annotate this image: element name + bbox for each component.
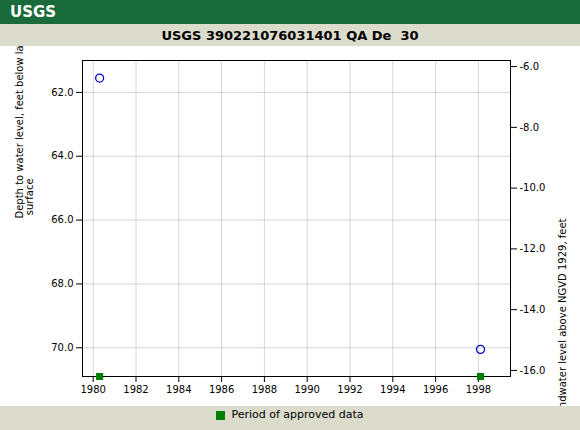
svg-text:64.0: 64.0 bbox=[51, 150, 73, 161]
svg-text:70.0: 70.0 bbox=[51, 342, 73, 353]
svg-text:1990: 1990 bbox=[294, 384, 319, 395]
svg-text:-16.0: -16.0 bbox=[520, 365, 546, 376]
svg-text:66.0: 66.0 bbox=[51, 214, 73, 225]
svg-text:1984: 1984 bbox=[166, 384, 191, 395]
html-text:Period of approved data: Period of approved data bbox=[231, 408, 364, 421]
svg-text:62.0: 62.0 bbox=[51, 87, 73, 98]
svg-text:Groundwater level above NGVD 1: Groundwater level above NGVD 1929, feet bbox=[557, 218, 568, 406]
svg-text:-14.0: -14.0 bbox=[520, 304, 546, 315]
svg-text:1980: 1980 bbox=[80, 384, 105, 395]
svg-text:68.0: 68.0 bbox=[51, 278, 73, 289]
svg-text:1992: 1992 bbox=[337, 384, 362, 395]
svg-text:1986: 1986 bbox=[209, 384, 234, 395]
html-text:USGS 390221076031401 QA De 30: USGS 390221076031401 QA De 30 bbox=[161, 28, 419, 43]
svg-text:Depth to water level, feet bel: Depth to water level, feet below land su… bbox=[14, 46, 35, 219]
svg-text:-10.0: -10.0 bbox=[520, 182, 546, 193]
svg-text:1998: 1998 bbox=[466, 384, 491, 395]
html-text:USGS: USGS bbox=[10, 3, 57, 21]
svg-text:1996: 1996 bbox=[423, 384, 448, 395]
svg-text:-6.0: -6.0 bbox=[520, 61, 540, 72]
svg-text:-12.0: -12.0 bbox=[520, 243, 546, 254]
svg-text:1994: 1994 bbox=[380, 384, 405, 395]
svg-text:1982: 1982 bbox=[123, 384, 148, 395]
svg-text:-8.0: -8.0 bbox=[520, 122, 540, 133]
svg-text:1988: 1988 bbox=[252, 384, 277, 395]
